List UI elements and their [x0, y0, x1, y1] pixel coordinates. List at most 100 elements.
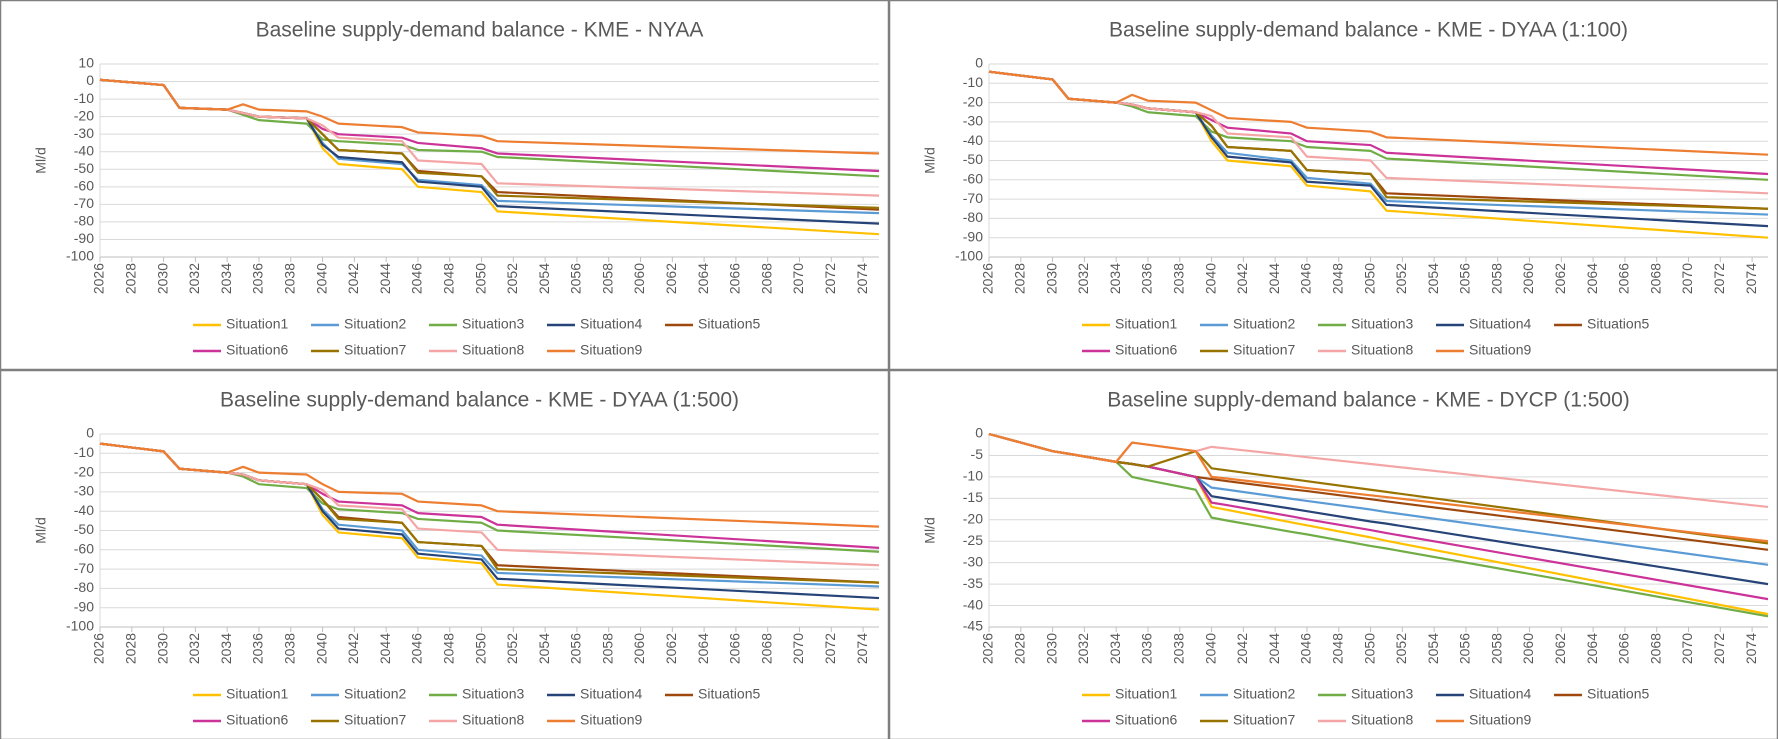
y-tick-label: -40 [963, 596, 983, 612]
series-line [99, 78, 880, 173]
y-tick-label: 10 [78, 55, 94, 71]
x-tick-label: 2066 [1616, 263, 1632, 294]
x-tick-label: 2046 [409, 263, 425, 294]
y-tick-label: -30 [74, 125, 94, 141]
y-tick-label: -100 [66, 618, 94, 634]
x-tick-label: 2054 [536, 263, 552, 294]
series-line [988, 70, 1769, 156]
legend-label: Situation5 [698, 686, 760, 702]
x-tick-label: 2070 [1679, 633, 1695, 664]
x-tick-label: 2040 [1202, 263, 1218, 294]
legend-label: Situation6 [1115, 712, 1177, 728]
y-tick-label: 0 [975, 425, 983, 441]
series-line [99, 442, 880, 549]
x-tick-label: 2026 [980, 633, 996, 664]
x-tick-label: 2056 [568, 633, 584, 664]
legend-label: Situation3 [1351, 686, 1413, 702]
panel-border [0, 0, 890, 371]
series-line [99, 442, 880, 584]
x-tick-label: 2040 [313, 633, 329, 664]
y-tick-label: -100 [955, 248, 983, 264]
y-tick-label: -35 [963, 575, 983, 591]
y-tick-label: 0 [86, 72, 94, 88]
chart-title: Baseline supply-demand balance - KME - N… [256, 19, 704, 42]
x-tick-label: 2052 [504, 633, 520, 664]
legend-label: Situation1 [226, 316, 288, 332]
x-tick-label: 2056 [568, 263, 584, 294]
series-line [99, 78, 880, 236]
x-tick-label: 2054 [1425, 263, 1441, 294]
legend-label: Situation9 [580, 712, 642, 728]
y-tick-label: -20 [963, 510, 983, 526]
x-tick-label: 2072 [822, 263, 838, 294]
legend-label: Situation6 [1115, 342, 1177, 358]
y-tick-label: -90 [963, 228, 983, 244]
x-tick-label: 2026 [91, 263, 107, 294]
series-line [988, 432, 1769, 601]
x-tick-label: 2034 [1107, 633, 1123, 664]
series-line [99, 442, 880, 528]
x-tick-label: 2074 [1743, 263, 1759, 294]
x-tick-label: 2058 [1488, 633, 1504, 664]
x-tick-label: 2052 [1393, 263, 1409, 294]
x-tick-label: 2042 [345, 263, 361, 294]
x-tick-label: 2040 [313, 263, 329, 294]
x-tick-label: 2062 [1552, 263, 1568, 294]
y-tick-label: -60 [74, 541, 94, 557]
y-tick-label: -40 [74, 502, 94, 518]
legend-label: Situation1 [1115, 316, 1177, 332]
series-line [988, 432, 1769, 618]
x-tick-label: 2052 [1393, 633, 1409, 664]
x-tick-label: 2028 [1011, 633, 1027, 664]
x-tick-label: 2050 [1361, 633, 1377, 664]
series-line [99, 442, 880, 588]
chart-panel: Baseline supply-demand balance - KME - D… [888, 0, 1778, 371]
panel-border [0, 369, 890, 739]
legend-label: Situation5 [1587, 316, 1649, 332]
x-tick-label: 2046 [409, 633, 425, 664]
chart-panel: Baseline supply-demand balance - KME - D… [0, 369, 890, 739]
x-tick-label: 2042 [1234, 633, 1250, 664]
y-tick-label: -15 [963, 489, 983, 505]
y-axis-label: Ml/d [33, 517, 49, 543]
legend-label: Situation8 [462, 342, 524, 358]
x-tick-label: 2028 [122, 633, 138, 664]
y-tick-label: -20 [963, 93, 983, 109]
legend-label: Situation4 [1469, 316, 1531, 332]
series-line [99, 442, 880, 553]
y-tick-label: -20 [74, 463, 94, 479]
legend-label: Situation7 [1233, 712, 1295, 728]
x-tick-label: 2050 [472, 633, 488, 664]
x-tick-label: 2066 [1616, 633, 1632, 664]
x-tick-label: 2034 [218, 263, 234, 294]
y-tick-label: -10 [963, 74, 983, 90]
x-tick-label: 2038 [281, 263, 297, 294]
legend-label: Situation1 [1115, 686, 1177, 702]
legend-label: Situation1 [226, 686, 288, 702]
y-tick-label: -70 [74, 195, 94, 211]
x-tick-label: 2074 [854, 633, 870, 664]
x-tick-label: 2066 [727, 263, 743, 294]
x-tick-label: 2050 [1361, 263, 1377, 294]
series-line [988, 432, 1769, 543]
x-tick-label: 2068 [1647, 633, 1663, 664]
legend-label: Situation6 [226, 342, 288, 358]
x-tick-label: 2052 [504, 263, 520, 294]
y-tick-label: -10 [963, 468, 983, 484]
y-tick-label: -80 [74, 213, 94, 229]
x-tick-label: 2028 [122, 263, 138, 294]
y-tick-label: 0 [975, 55, 983, 71]
y-tick-label: -100 [66, 248, 94, 264]
x-tick-label: 2030 [154, 263, 170, 294]
x-tick-label: 2042 [1234, 263, 1250, 294]
legend-label: Situation4 [580, 686, 642, 702]
x-tick-label: 2068 [758, 263, 774, 294]
x-tick-label: 2072 [1711, 633, 1727, 664]
x-tick-label: 2026 [91, 633, 107, 664]
y-tick-label: -20 [74, 107, 94, 123]
series-line [988, 70, 1769, 176]
x-tick-label: 2060 [631, 263, 647, 294]
x-tick-label: 2062 [663, 633, 679, 664]
y-tick-label: -30 [963, 113, 983, 129]
x-tick-label: 2056 [1457, 633, 1473, 664]
